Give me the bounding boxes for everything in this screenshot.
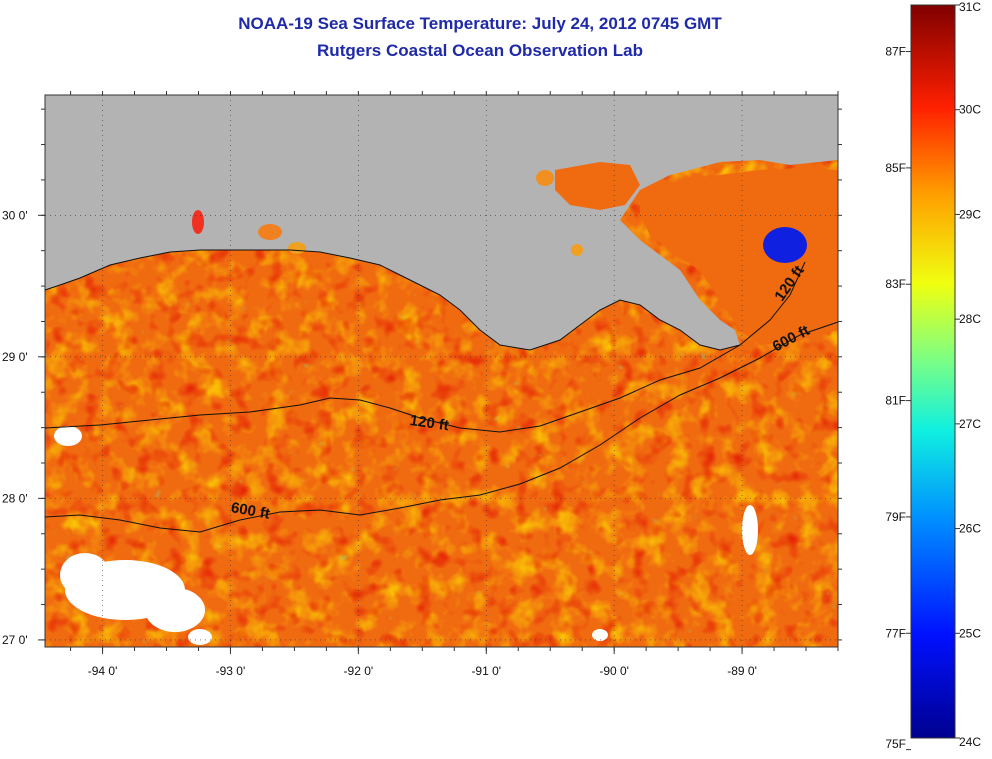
- fahrenheit-label: 79F: [885, 510, 906, 524]
- longitude-labels: -94 0' -93 0' -92 0' -91 0' -90 0' -89 0': [88, 664, 757, 678]
- celsius-label: 28C: [959, 312, 981, 326]
- lon-label: -94 0': [88, 664, 118, 678]
- celsius-label: 31C: [959, 0, 981, 14]
- lon-label: -91 0': [471, 664, 501, 678]
- celsius-label: 27C: [959, 417, 981, 431]
- fahrenheit-label: 85F: [885, 161, 906, 175]
- celsius-label: 29C: [959, 207, 981, 221]
- fahrenheit-label: 81F: [885, 394, 906, 408]
- cloud-mask: [54, 426, 758, 645]
- bathymetry-contours: [44, 261, 839, 533]
- lon-label: -90 0': [599, 664, 629, 678]
- map-title: NOAA-19 Sea Surface Temperature: July 24…: [238, 14, 722, 33]
- latitude-labels: 27 0' 28 0' 29 0' 30 0': [2, 208, 28, 647]
- colorbar-fahrenheit-labels: 87F 85F 83F 81F 79F 77F 75F: [885, 45, 906, 751]
- colorbar-celsius-labels: 31C 30C 29C 28C 27C 26C 25C 24C: [959, 0, 981, 749]
- coastline: [44, 249, 741, 351]
- land-mass: [45, 95, 838, 350]
- lat-label: 30 0': [2, 208, 28, 222]
- celsius-label: 26C: [959, 522, 981, 536]
- contour-label: 600 ft: [230, 499, 272, 523]
- fahrenheit-label: 75F: [885, 737, 906, 751]
- colorbar: 31C 30C 29C 28C 27C 26C 25C 24C 87F 85F 83F 81F 79F…: [885, 0, 981, 751]
- lat-label: 28 0': [2, 491, 28, 505]
- lat-label: 27 0': [2, 633, 28, 647]
- axis-ticks: [38, 91, 842, 654]
- contour-600ft-west: [44, 321, 839, 533]
- celsius-label: 30C: [959, 103, 981, 117]
- lon-label: -92 0': [344, 664, 374, 678]
- contour-120ft-west: [44, 261, 806, 433]
- lon-label: -89 0': [727, 664, 757, 678]
- celsius-label: 24C: [959, 735, 981, 749]
- colorbar-gradient: [910, 4, 956, 739]
- map-frame: [44, 94, 839, 648]
- contour-label: 120 ft: [409, 412, 450, 434]
- sst-raster: [45, 95, 838, 647]
- lat-label: 29 0': [2, 350, 28, 364]
- lon-label: -93 0': [216, 664, 246, 678]
- fahrenheit-label: 87F: [885, 45, 906, 59]
- map-subtitle: Rutgers Coastal Ocean Observation Lab: [317, 41, 643, 60]
- celsius-label: 25C: [959, 626, 981, 640]
- fahrenheit-label: 83F: [885, 277, 906, 291]
- fahrenheit-label: 77F: [885, 626, 906, 640]
- graticule: [45, 95, 838, 647]
